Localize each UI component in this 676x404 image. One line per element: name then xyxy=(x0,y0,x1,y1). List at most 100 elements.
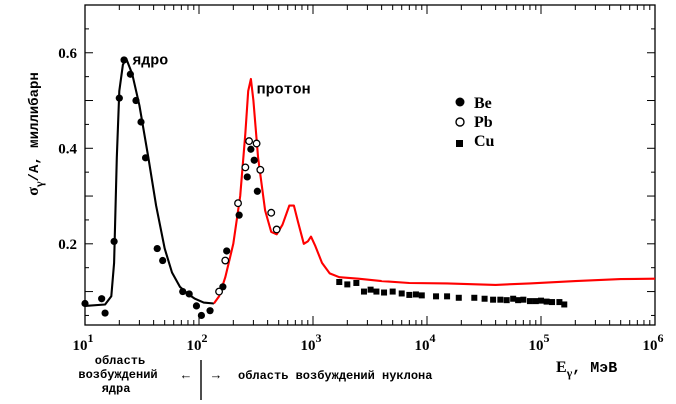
cu-point xyxy=(336,279,343,286)
legend-be-marker xyxy=(455,97,465,107)
be-point xyxy=(159,256,167,265)
pb-point xyxy=(252,139,261,148)
cu-point xyxy=(389,288,396,295)
curves xyxy=(84,57,656,307)
x-tick-label-base: 10 xyxy=(643,338,658,354)
legend-pb-label: Pb xyxy=(474,114,493,131)
be-point xyxy=(197,311,206,320)
be-point xyxy=(247,145,255,153)
proton-curve xyxy=(213,77,656,305)
cu-point xyxy=(398,290,405,297)
y-tick-label: 0.6 xyxy=(58,46,77,62)
be-point xyxy=(253,187,261,195)
legend-cu-marker xyxy=(456,140,463,147)
x-axis-label: Eγ, МэВ xyxy=(556,359,617,380)
be-point xyxy=(141,154,150,162)
x-tick-label: 105 xyxy=(529,331,550,354)
cu-point xyxy=(344,281,351,288)
pb-point xyxy=(215,287,224,296)
be-point xyxy=(153,244,161,253)
x-tick-label: 103 xyxy=(301,331,322,354)
be-point xyxy=(192,302,201,310)
cu-point xyxy=(381,289,388,296)
pb-point xyxy=(241,163,250,172)
x-tick-label: 104 xyxy=(415,331,436,354)
x-tick-label-base: 10 xyxy=(187,338,202,354)
cu-point xyxy=(373,288,380,295)
annotation-nucleus-line3: ядра xyxy=(102,382,131,396)
legend-be-label: Be xyxy=(474,95,492,112)
cu-point xyxy=(543,298,550,305)
be-point xyxy=(179,287,187,296)
y-axis-label-rest: /A, миллибарн xyxy=(27,72,43,181)
x-tick-label-base: 10 xyxy=(415,338,430,354)
cu-point xyxy=(526,298,533,305)
be-point xyxy=(137,118,145,126)
region-annotations: область возбуждений ядра ← → область воз… xyxy=(78,353,432,400)
legend: Be Pb Cu xyxy=(455,95,495,150)
annotation-nucleus-line1: область xyxy=(95,353,145,368)
cu-point xyxy=(520,296,527,303)
x-tick-label: 106 xyxy=(643,331,664,354)
y-axis-label-main: σ xyxy=(25,187,42,196)
nucleus-label: ядро xyxy=(132,53,168,70)
x-axis-label-sub: γ xyxy=(566,366,573,380)
proton-label: протон xyxy=(257,81,311,98)
cu-point xyxy=(556,299,563,306)
x-tick-label-base: 10 xyxy=(73,338,88,354)
be-point xyxy=(235,211,243,219)
cu-point xyxy=(515,297,522,304)
legend-pb-marker xyxy=(455,117,465,127)
be-point xyxy=(81,299,89,308)
x-tick-label: 102 xyxy=(187,331,208,354)
cu-point xyxy=(532,298,539,305)
cu-point xyxy=(510,295,517,302)
x-tick-label-exponent: 1 xyxy=(88,331,94,345)
arrow-right-icon: → xyxy=(210,367,223,382)
x-tick-label-exponent: 6 xyxy=(658,331,664,345)
cu-point xyxy=(538,297,544,304)
cu-point xyxy=(367,286,374,293)
pb-point xyxy=(221,256,230,265)
cu-point xyxy=(360,288,367,295)
x-tick-label-base: 10 xyxy=(301,338,316,354)
y-axis-label: σγ/A, миллибарн xyxy=(25,72,46,196)
x-tick-label-exponent: 4 xyxy=(430,331,436,345)
annotation-nucleus-line2: возбуждений xyxy=(78,367,157,382)
be-point xyxy=(250,156,258,164)
x-axis-label-rest: , МэВ xyxy=(572,360,617,377)
x-tick-label-exponent: 5 xyxy=(544,331,550,345)
be-point xyxy=(243,173,251,181)
cu-point xyxy=(418,292,425,299)
cu-point xyxy=(471,294,478,301)
arrow-left-icon: ← xyxy=(180,367,193,382)
be-point xyxy=(126,70,134,78)
be-point xyxy=(120,56,128,64)
x-tick-label-exponent: 3 xyxy=(316,331,322,345)
cu-point xyxy=(481,295,488,302)
x-tick-label: 101 xyxy=(73,331,94,354)
cu-point xyxy=(497,296,504,303)
y-tick-label: 0.4 xyxy=(58,141,77,157)
cu-point xyxy=(412,291,419,298)
cu-point xyxy=(433,293,440,300)
y-tick-label: 0.2 xyxy=(58,237,77,253)
be-point xyxy=(206,307,214,315)
cu-point xyxy=(490,296,497,303)
cu-point xyxy=(549,299,556,306)
x-axis-label-main: E xyxy=(556,359,567,376)
pb-point xyxy=(256,165,265,174)
cu-point xyxy=(353,279,360,286)
x-tick-label-exponent: 2 xyxy=(202,331,208,345)
plot-frame xyxy=(84,4,656,326)
cu-point xyxy=(561,301,568,308)
cu-point xyxy=(406,291,413,298)
data-points xyxy=(81,56,568,320)
be-point xyxy=(98,295,106,303)
y-axis-label-sub: γ xyxy=(32,181,46,188)
cu-point xyxy=(503,297,510,304)
be-point xyxy=(185,290,193,298)
legend-cu-label: Cu xyxy=(474,133,495,150)
